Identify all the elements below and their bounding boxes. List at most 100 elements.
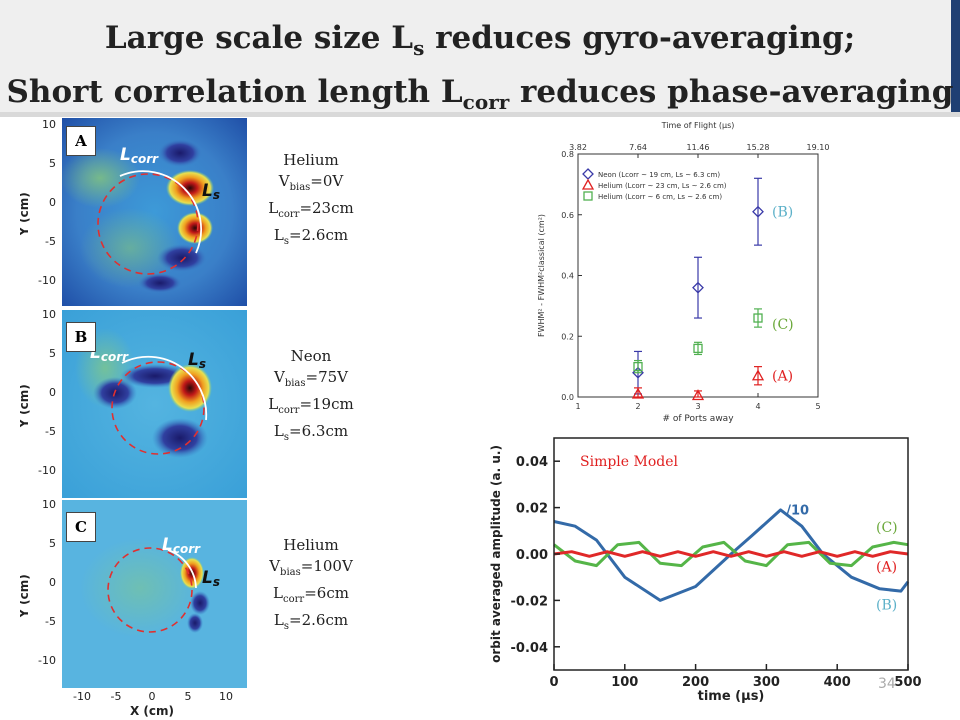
panel-c-y-axis: 10 5 0 -5 -10 xyxy=(38,498,56,667)
panel-b-letter: B xyxy=(66,322,96,352)
panel-c-y-label: Y (cm) xyxy=(20,574,31,618)
chart2-x-tick-label: 500 xyxy=(894,675,921,690)
chart1-y-tick-label: 0.6 xyxy=(561,211,574,220)
page-number: 34 xyxy=(878,676,896,692)
chart2-y-tick-label: 0.04 xyxy=(516,455,548,470)
chart1-y-tick-label: 0.8 xyxy=(561,150,574,159)
chart1-top-title: Time of Flight (μs) xyxy=(661,121,735,130)
chart1-legend-entry: Neon (Lcorr ~ 19 cm, Ls ~ 6.3 cm) xyxy=(598,171,720,179)
chart1-top-tick-label: 19.10 xyxy=(807,143,830,152)
svg-text:-10: -10 xyxy=(73,690,91,703)
chart1-x-tick-label: 5 xyxy=(815,402,820,411)
chart1-legend-entry: Helium (Lcorr ~ 23 cm, Ls ~ 2.6 cm) xyxy=(598,182,727,190)
svg-text:5: 5 xyxy=(49,157,56,170)
panel-c-letter: C xyxy=(66,512,96,542)
title-divider xyxy=(0,112,960,117)
chart1-x-tick-label: 2 xyxy=(635,402,640,411)
svg-text:-10: -10 xyxy=(38,464,56,477)
panel-a-caption: Helium Vbias=0V Lcorr=23cm Ls=2.6cm xyxy=(268,151,354,247)
chart1-x-label: # of Ports away xyxy=(662,414,734,424)
svg-text:0: 0 xyxy=(49,386,56,399)
svg-text:0: 0 xyxy=(49,196,56,209)
title-bar xyxy=(0,0,960,112)
panel-c-x-axis: -10 -5 0 5 10 xyxy=(73,690,233,703)
chart2-series-label: (B) xyxy=(876,598,897,614)
chart1-y-tick-label: 0.4 xyxy=(561,272,574,281)
chart1-y-tick-label: 0.0 xyxy=(561,393,574,402)
svg-text:0: 0 xyxy=(149,690,156,703)
chart1-point xyxy=(752,205,764,218)
chart1-x-tick-label: 3 xyxy=(695,402,700,411)
svg-text:-5: -5 xyxy=(111,690,122,703)
panel-b-caption: Neon Vbias=75V Lcorr=19cm Ls=6.3cm xyxy=(268,347,354,443)
title-line-2: Short correlation length Lcorr reduces p… xyxy=(6,74,954,115)
panel-a-y-axis: 10 5 0 -5 -10 xyxy=(38,118,56,287)
svg-text:5: 5 xyxy=(49,347,56,360)
panel-a-lcorr-label: Lcorr xyxy=(120,145,159,166)
title-line-1: Large scale size Ls reduces gyro-averagi… xyxy=(104,20,856,61)
chart2-x-tick-label: 200 xyxy=(682,675,709,690)
orbit-amplitude-chart: 0 100 200 300 400 500 0.04 0.02 0.00 -0.02 -0.04 ti… xyxy=(489,437,922,704)
title-accent-bar xyxy=(951,0,960,112)
chart2-x-tick-label: 400 xyxy=(824,675,851,690)
chart2-y-label: orbit averaged amplitude (a. u.) xyxy=(489,445,503,663)
chart1-y-tick-label: 0.2 xyxy=(561,332,574,341)
svg-text:10: 10 xyxy=(42,498,56,511)
chart2-y-tick-label: -0.04 xyxy=(511,641,548,656)
chart2-model-annotation: Simple Model xyxy=(580,454,679,470)
chart1-x-tick-label: 1 xyxy=(575,402,580,411)
svg-text:-5: -5 xyxy=(45,235,56,248)
chart1-point xyxy=(693,343,703,354)
chart1-legend-marker xyxy=(582,168,594,180)
panel-a-image xyxy=(60,118,247,306)
chart1-top-tick-label: 11.46 xyxy=(687,143,710,152)
chart1-x-tick-label: 4 xyxy=(755,402,760,411)
chart1-point xyxy=(692,281,704,294)
panel-b-y-label: Y (cm) xyxy=(20,384,31,428)
panel-b-y-axis: 10 5 0 -5 -10 xyxy=(38,308,56,477)
chart1-point xyxy=(633,361,643,372)
panel-a-ls-label: Ls xyxy=(202,181,220,202)
svg-text:5: 5 xyxy=(185,690,192,703)
ports-scatter-chart: Time of Flight (μs) 1 2 3 4 5 3.82 7.64 11.46 15.… xyxy=(537,121,830,424)
chart1-annotation: (A) xyxy=(772,369,793,385)
chart2-series-line xyxy=(553,540,909,568)
panel-c-caption: Helium Vbias=100V Lcorr=6cm Ls=2.6cm xyxy=(269,536,353,632)
svg-text:-10: -10 xyxy=(38,654,56,667)
slide-title: Large scale size Ls reduces gyro-averagi… xyxy=(0,16,960,124)
panel-b-lcorr-label: Lcorr xyxy=(90,343,129,364)
chart1-top-tick-label: 15.28 xyxy=(747,143,770,152)
svg-text:-10: -10 xyxy=(38,274,56,287)
chart2-y-tick-label: 0.02 xyxy=(516,502,548,517)
panel-c-lcorr-label: Lcorr xyxy=(162,535,201,556)
chart1-legend-entry: Helium (Lcorr ~ 6 cm, Ls ~ 2.6 cm) xyxy=(598,193,722,201)
chart1-top-tick-label: 7.64 xyxy=(629,143,647,152)
svg-text:10: 10 xyxy=(42,118,56,131)
chart1-point xyxy=(753,313,763,323)
chart2-x-tick-label: 300 xyxy=(753,675,780,690)
chart2-x-tick-label: 100 xyxy=(611,675,638,690)
contour-panels: Lcorr Ls Lcorr Ls Lcorr Ls 10 5 0 -5 -10… xyxy=(20,118,247,718)
panel-a-y-label: Y (cm) xyxy=(20,192,31,236)
panel-b-ls-label: Ls xyxy=(188,350,206,371)
chart1-point xyxy=(751,369,765,381)
chart1-annotation: (B) xyxy=(772,205,793,221)
chart1-point xyxy=(691,389,705,401)
chart2-x-tick-label: 0 xyxy=(549,675,558,690)
chart2-y-tick-label: -0.02 xyxy=(511,594,548,609)
svg-text:5: 5 xyxy=(49,537,56,550)
svg-text:10: 10 xyxy=(42,308,56,321)
chart1-annotation: (C) xyxy=(772,317,794,333)
svg-text:10: 10 xyxy=(219,690,233,703)
chart1-legend-marker xyxy=(581,178,595,190)
chart2-series-label: (A) xyxy=(876,559,897,575)
chart1-point xyxy=(631,387,645,399)
chart1-y-label: FWHM² - FWHM²classical (cm²) xyxy=(537,214,546,337)
chart2-series-line xyxy=(553,550,909,558)
svg-text:0: 0 xyxy=(49,576,56,589)
chart2-x-label: time (μs) xyxy=(698,689,765,704)
svg-text:-5: -5 xyxy=(45,615,56,628)
svg-text:-5: -5 xyxy=(45,425,56,438)
chart1-legend-marker xyxy=(583,191,593,201)
panel-c-x-label: X (cm) xyxy=(130,704,174,718)
